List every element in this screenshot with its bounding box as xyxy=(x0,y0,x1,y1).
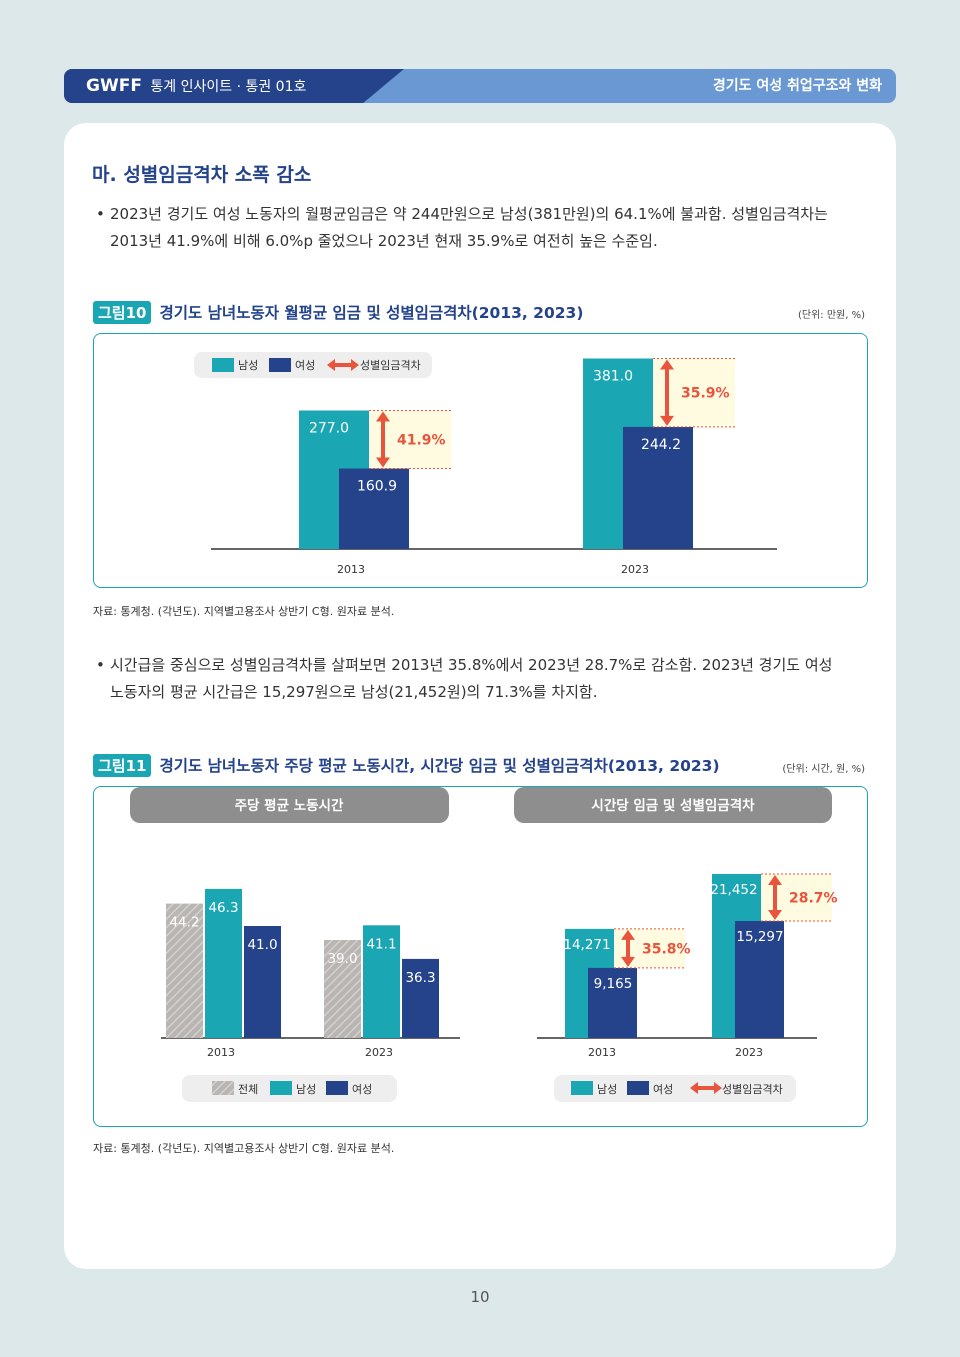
bar-hours-female-2013 xyxy=(244,926,281,1038)
header-dark-band xyxy=(64,69,404,103)
gap-arrow-up-icon-11-2013 xyxy=(621,929,635,940)
panel-left-title: 주당 평균 노동시간 xyxy=(235,797,344,814)
label-hours-female-2023: 36.3 xyxy=(405,970,435,986)
legend-11b-female-label: 여성 xyxy=(653,1083,673,1096)
legend-11b: 남성 여성 성별임금격차 xyxy=(554,1075,796,1102)
gap-label-11-2023: 28.7% xyxy=(789,890,838,906)
gap-arrow-down-icon-10-2013 xyxy=(376,457,390,468)
gap-arrow-down-icon-10-2023 xyxy=(660,415,674,426)
panel-right-header xyxy=(514,787,832,823)
legend-11b-male-swatch xyxy=(571,1081,593,1095)
label-hours-total-2013: 44.2 xyxy=(169,915,199,931)
paragraph-1: • 2023년 경기도 여성 노동자의 월평균임금은 약 244만원으로 남성(3… xyxy=(96,201,876,255)
bar-hours-total-2023 xyxy=(324,940,361,1038)
gap-label-11-2013: 35.8% xyxy=(642,941,691,957)
figure-10-chart: 남성 여성 성별임금격차 277.0 160.9 41.9% 2013 381.0 244… xyxy=(194,352,777,576)
legend-11b-background xyxy=(554,1075,796,1102)
legend-10-background xyxy=(194,352,432,378)
bar-female-2023 xyxy=(623,426,693,549)
figure-10-source: 자료: 통계청. (각년도). 지역별고용조사 상반기 C형. 원자료 분석. xyxy=(93,605,395,618)
bar-wage-female-2023 xyxy=(735,921,784,1038)
gap-arrow-down-icon-11-2023 xyxy=(768,910,782,921)
x-tick-2013: 2013 xyxy=(337,563,365,576)
paragraph-1-line-1: 2023년 경기도 여성 노동자의 월평균임금은 약 244만원으로 남성(38… xyxy=(110,205,828,223)
gap-arrow-up-icon-10-2023 xyxy=(660,359,674,370)
x-tick-wage-2023: 2023 xyxy=(735,1046,763,1059)
x-tick-hours-2013: 2013 xyxy=(207,1046,235,1059)
figure-11-title: 그림11 경기도 남녀노동자 주당 평균 노동시간, 시간당 임금 및 성별임금격… xyxy=(93,754,720,777)
label-wage-female-2013: 9,165 xyxy=(594,976,633,992)
bar-female-2013 xyxy=(339,468,409,549)
bar-hours-female-2023 xyxy=(402,958,439,1038)
paragraph-2-line-1: 시간급을 중심으로 성별임금격차를 살펴보면 2013년 35.8%에서 202… xyxy=(110,656,833,674)
x-tick-wage-2013: 2013 xyxy=(588,1046,616,1059)
label-hours-total-2023: 39.0 xyxy=(327,951,357,967)
panel-left-header xyxy=(130,787,449,823)
figure-10-badge: 그림10 xyxy=(93,301,152,324)
label-hours-male-2013: 46.3 xyxy=(208,900,238,916)
legend-11a-total-swatch xyxy=(212,1081,234,1095)
figure-10-unit: (단위: 만원, %) xyxy=(797,310,865,321)
label-hours-female-2013: 41.0 xyxy=(247,937,277,953)
legend-11b-gap-label: 성별임금격차 xyxy=(722,1083,783,1096)
section-title: 마. 성별임금격차 소폭 감소 xyxy=(92,164,312,186)
gap-label-10-2013: 41.9% xyxy=(397,433,446,449)
header-series: GWFF 통계 인사이트 · 통권 01호 xyxy=(86,69,306,103)
label-wage-male-2013: 14,271 xyxy=(563,937,610,953)
legend-11a-female-label: 여성 xyxy=(352,1083,372,1096)
bar-hours-total-2013 xyxy=(166,903,203,1038)
figure-10-box: 남성 여성 성별임금격차 277.0 160.9 41.9% 2013 381.0 244… xyxy=(93,333,868,588)
legend-11b-gap-arrow-icon xyxy=(690,1082,722,1094)
gap-arrow-down-icon-11-2013 xyxy=(621,956,635,967)
paragraph-2: • 시간급을 중심으로 성별임금격차를 살펴보면 2013년 35.8%에서 20… xyxy=(96,652,876,706)
paragraph-2-line-2: 노동자의 평균 시간급은 15,297원으로 남성(21,452원)의 71.3… xyxy=(110,683,598,701)
figure-11-unit: (단위: 시간, 원, %) xyxy=(782,764,865,775)
figure-10-title: 그림10 경기도 남녀노동자 월평균 임금 및 성별임금격차(2013, 2023… xyxy=(93,301,583,324)
legend-10-gap-arrow-icon xyxy=(327,359,359,371)
label-male-2023: 381.0 xyxy=(593,369,633,385)
figure-11-chart: 주당 평균 노동시간 시간당 임금 및 성별임금격차 전체 남성 여성 남성 여… xyxy=(130,787,838,1102)
label-wage-male-2023: 21,452 xyxy=(710,882,757,898)
bar-hours-male-2023 xyxy=(363,925,400,1038)
figure-11-source: 자료: 통계청. (각년도). 지역별고용조사 상반기 C형. 원자료 분석. xyxy=(93,1142,395,1155)
label-female-2023: 244.2 xyxy=(641,437,681,453)
bar-hours-male-2013 xyxy=(205,888,242,1038)
page-header: GWFF 통계 인사이트 · 통권 01호 경기도 여성 취업구조와 변화 xyxy=(64,69,896,103)
figure-11-badge: 그림11 xyxy=(93,754,152,777)
label-male-2013: 277.0 xyxy=(309,421,349,437)
gap-label-10-2023: 35.9% xyxy=(681,386,730,402)
gwff-logo: GWFF xyxy=(86,76,142,96)
legend-10-gap-label: 성별임금격차 xyxy=(360,359,421,372)
legend-10-male-label: 남성 xyxy=(238,359,258,372)
legend-11b-female-swatch xyxy=(627,1081,649,1095)
bullet-icon: • xyxy=(96,205,105,223)
figure-11-box: 주당 평균 노동시간 시간당 임금 및 성별임금격차 전체 남성 여성 남성 여… xyxy=(93,786,868,1127)
x-tick-2023: 2023 xyxy=(621,563,649,576)
figure-11-title-text: 경기도 남녀노동자 주당 평균 노동시간, 시간당 임금 및 성별임금격차(20… xyxy=(159,757,720,775)
panel-right-title: 시간당 임금 및 성별임금격차 xyxy=(591,797,755,814)
label-female-2013: 160.9 xyxy=(357,479,397,495)
gap-arrow-up-icon-11-2023 xyxy=(768,874,782,885)
label-wage-female-2023: 15,297 xyxy=(736,929,783,945)
bar-wage-female-2013 xyxy=(588,967,637,1038)
header-series-text: 통계 인사이트 · 통권 01호 xyxy=(150,79,307,95)
header-topic: 경기도 여성 취업구조와 변화 xyxy=(712,78,882,94)
legend-11a-female-swatch xyxy=(326,1081,348,1095)
gap-arrow-up-icon-10-2013 xyxy=(376,411,390,422)
legend-11b-male-label: 남성 xyxy=(597,1083,617,1096)
x-tick-hours-2023: 2023 xyxy=(365,1046,393,1059)
legend-11a: 전체 남성 여성 xyxy=(182,1075,397,1102)
legend-11a-total-label: 전체 xyxy=(238,1083,258,1096)
legend-10: 남성 여성 성별임금격차 xyxy=(194,352,432,378)
legend-10-male-swatch xyxy=(212,358,234,372)
legend-11a-male-label: 남성 xyxy=(296,1083,316,1096)
legend-10-female-swatch xyxy=(269,358,291,372)
legend-11a-male-swatch xyxy=(270,1081,292,1095)
label-hours-male-2023: 41.1 xyxy=(366,936,396,952)
legend-10-female-label: 여성 xyxy=(295,359,315,372)
page-number: 10 xyxy=(470,1288,490,1306)
paragraph-1-line-2: 2013년 41.9%에 비해 6.0%p 줄었으나 2023년 현재 35.9… xyxy=(110,232,658,250)
bullet-icon: • xyxy=(96,656,105,674)
figure-10-title-text: 경기도 남녀노동자 월평균 임금 및 성별임금격차(2013, 2023) xyxy=(159,304,584,322)
